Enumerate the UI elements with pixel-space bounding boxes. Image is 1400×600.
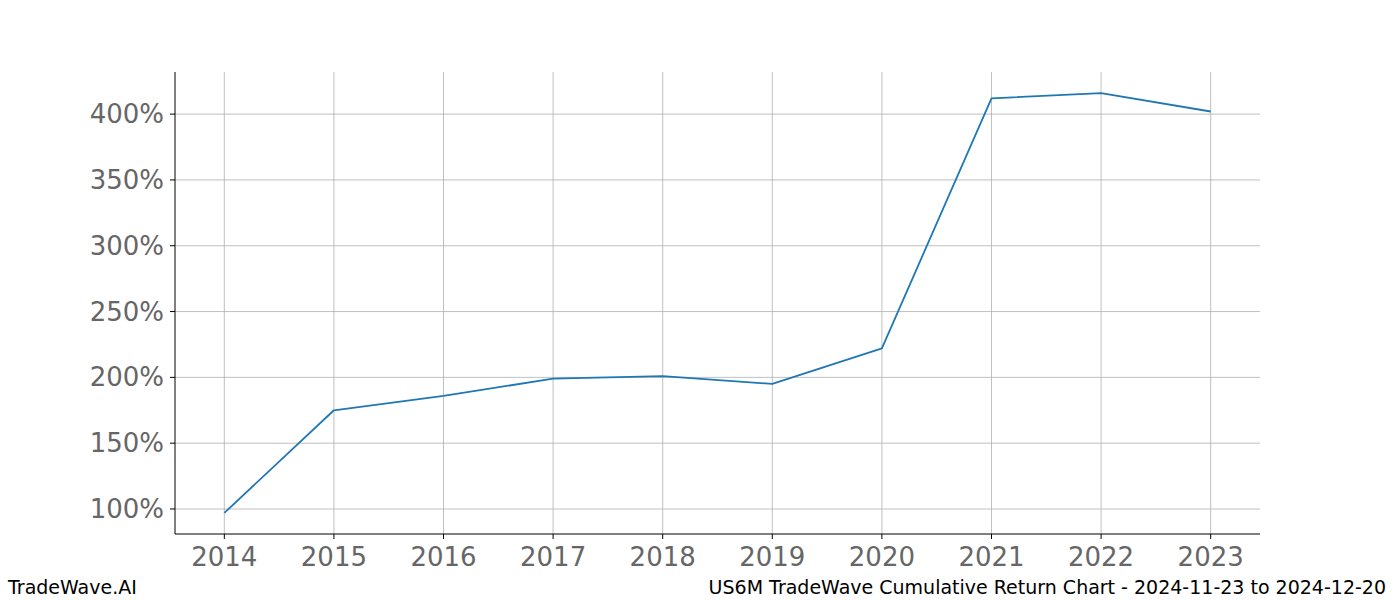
grid-line xyxy=(333,72,334,534)
y-tick-label: 150% xyxy=(90,428,164,458)
grid-line xyxy=(443,72,444,534)
grid-line xyxy=(553,72,554,534)
chart: 2014 2015 2016 2017 2018 2019 2020 2021 2022 2023… xyxy=(0,0,1400,600)
y-tick-label: 250% xyxy=(90,297,164,327)
y-tick-label: 350% xyxy=(90,165,164,195)
plot-area xyxy=(224,93,1210,513)
title: US6M TradeWave Cumulative Return Chart -… xyxy=(709,576,1386,598)
tick xyxy=(1101,534,1102,539)
series-line xyxy=(224,93,1210,513)
source: TradeWave.AI xyxy=(7,576,137,598)
tick xyxy=(170,245,175,246)
grid-line xyxy=(175,443,1260,444)
grid-line xyxy=(175,377,1260,378)
tick xyxy=(553,534,554,539)
x-tick-label: 2014 xyxy=(191,542,257,572)
grid-line xyxy=(224,72,225,534)
tick xyxy=(170,508,175,509)
tick xyxy=(224,534,225,539)
tick xyxy=(772,534,773,539)
x-axis xyxy=(175,534,1260,535)
x-tick-label: 2016 xyxy=(410,542,476,572)
grid-line xyxy=(772,72,773,534)
y-tick-label: 300% xyxy=(90,231,164,261)
grid-line xyxy=(175,245,1260,246)
tick xyxy=(881,534,882,539)
x-tick-label: 2019 xyxy=(739,542,805,572)
tick xyxy=(170,114,175,115)
grid-line xyxy=(881,72,882,534)
x-tick-label: 2023 xyxy=(1178,542,1244,572)
tick xyxy=(333,534,334,539)
x-tick-label: 2017 xyxy=(520,542,586,572)
grid-line xyxy=(175,179,1260,180)
grid-line xyxy=(991,72,992,534)
y-axis xyxy=(175,72,176,534)
tick xyxy=(662,534,663,539)
tick xyxy=(170,179,175,180)
x-tick-label: 2020 xyxy=(849,542,915,572)
tick xyxy=(991,534,992,539)
y-tick-label: 100% xyxy=(90,494,164,524)
tick xyxy=(170,377,175,378)
x-tick-label: 2018 xyxy=(630,542,696,572)
grid-line xyxy=(175,114,1260,115)
tick xyxy=(443,534,444,539)
y-tick-label: 200% xyxy=(90,362,164,392)
grid-line xyxy=(1210,72,1211,534)
grid-line xyxy=(175,311,1260,312)
tick xyxy=(170,443,175,444)
x-tick-label: 2015 xyxy=(301,542,367,572)
grid-line xyxy=(175,508,1260,509)
grid-line xyxy=(1101,72,1102,534)
tick xyxy=(1210,534,1211,539)
y-tick-label: 400% xyxy=(90,99,164,129)
tick xyxy=(170,311,175,312)
x-tick-label: 2022 xyxy=(1068,542,1134,572)
x-tick-label: 2021 xyxy=(958,542,1024,572)
grid-line xyxy=(662,72,663,534)
